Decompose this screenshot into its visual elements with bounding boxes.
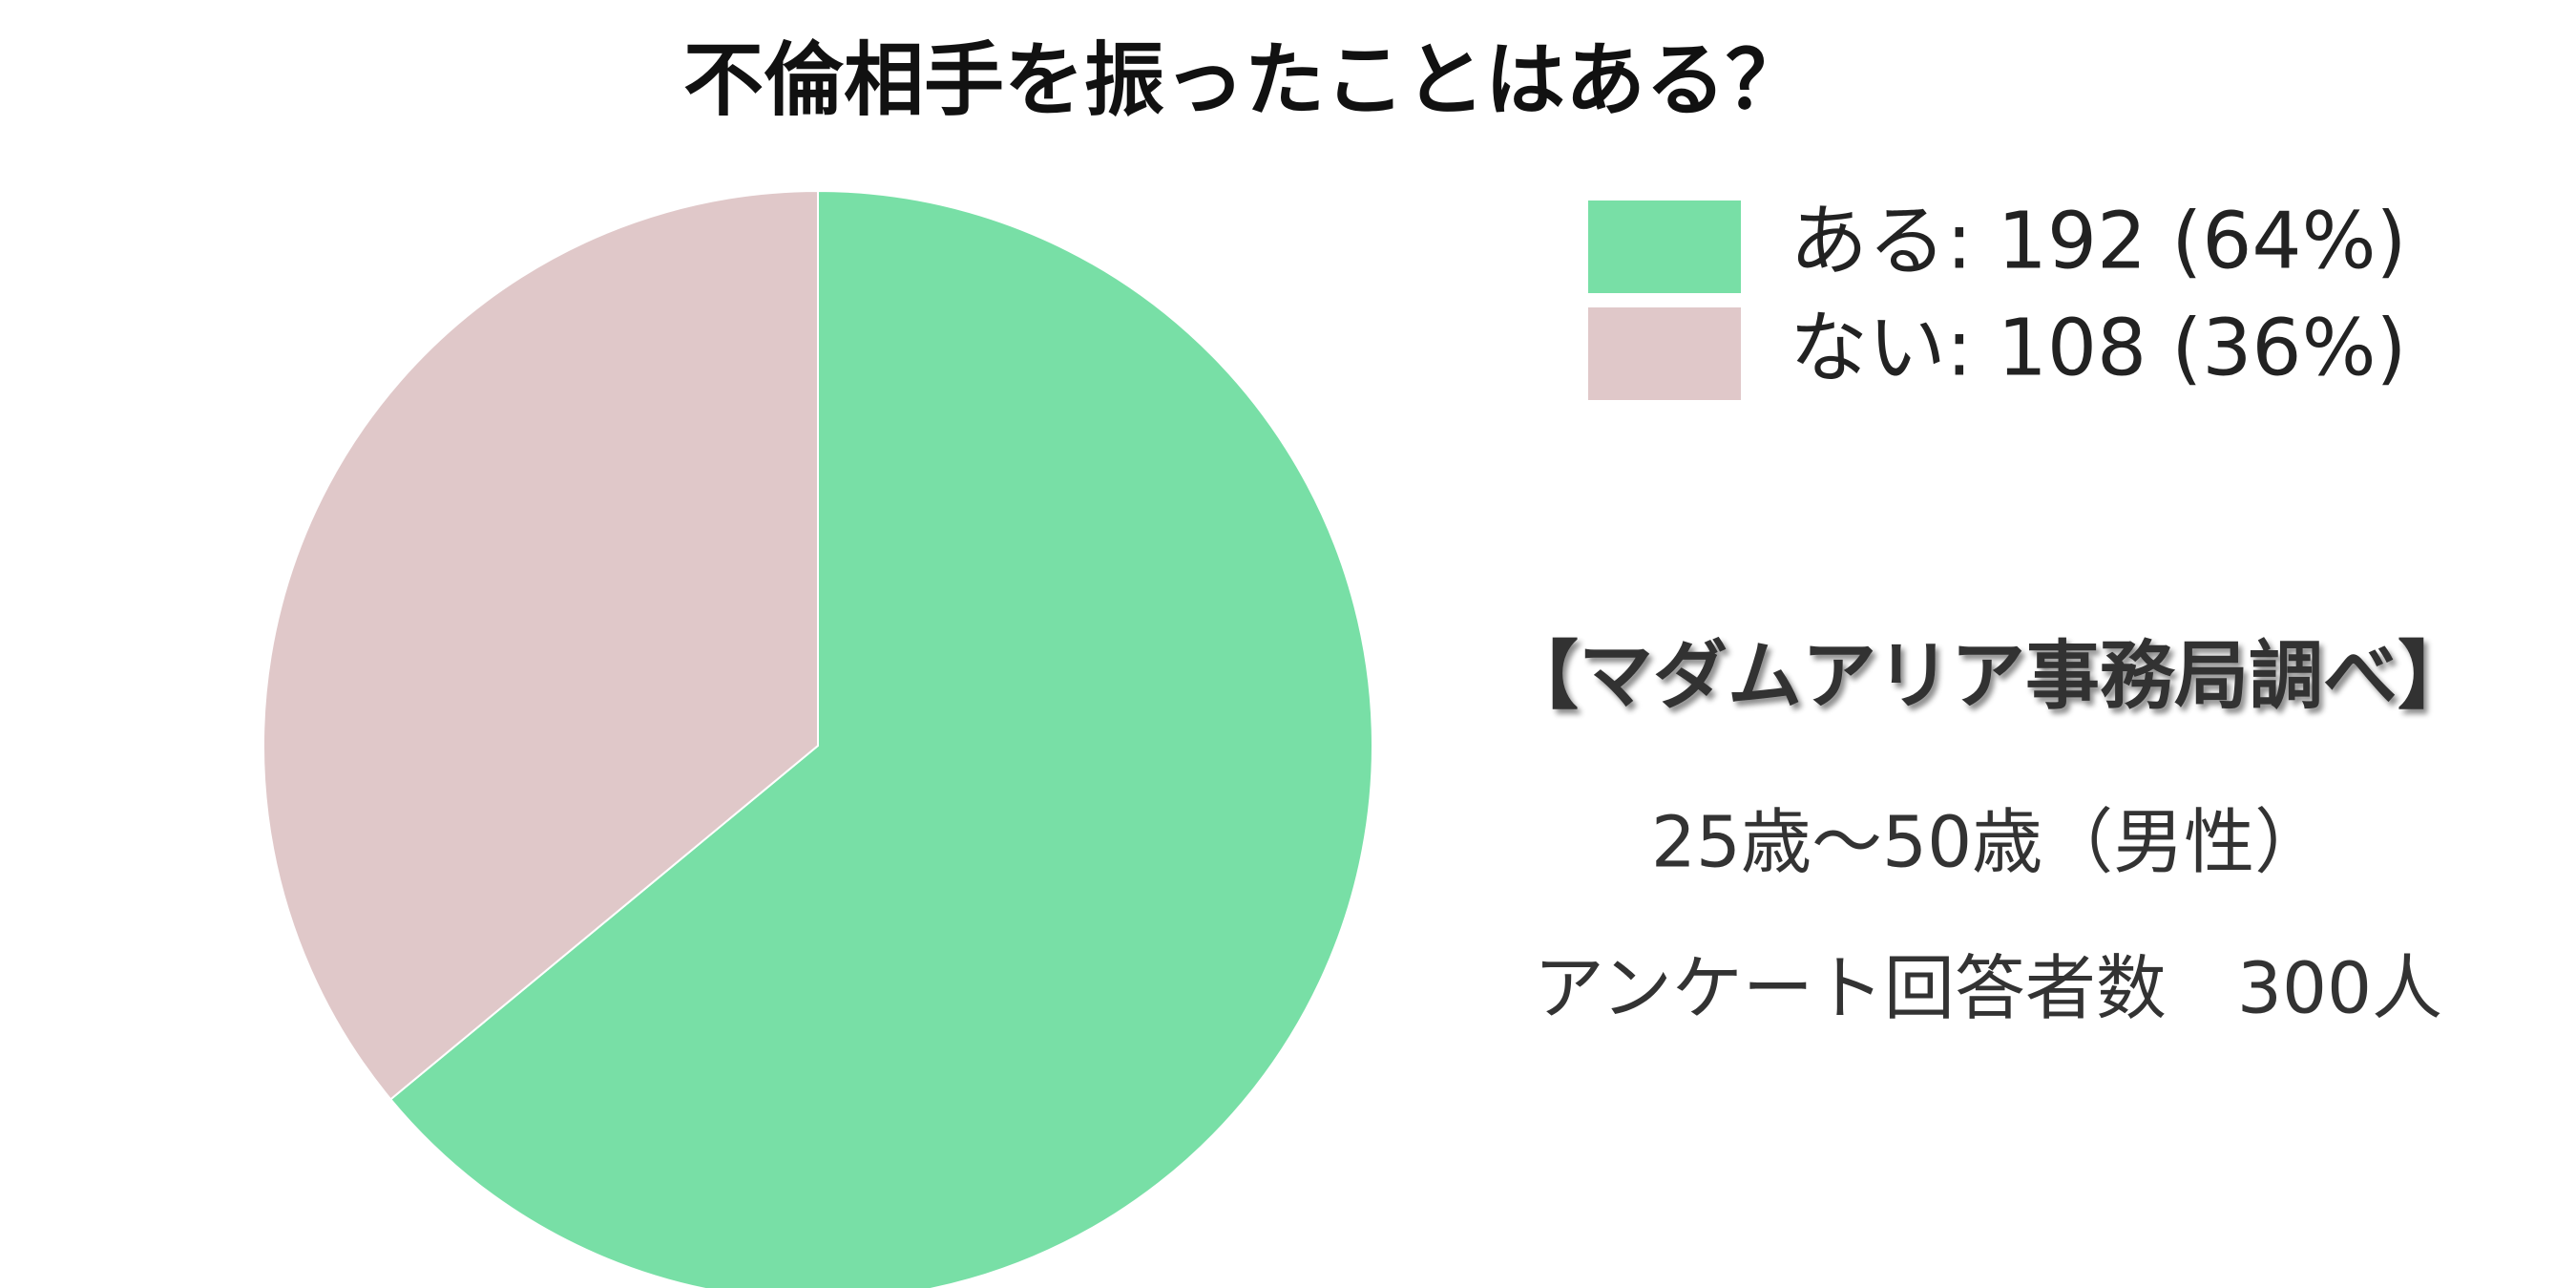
annotation: 25歳～50歳（男性） [1651,802,2325,884]
pie [262,189,1373,1288]
annotation: アンケート回答者数 300人 [1534,948,2442,1030]
legend-label: ある: 192 (64%) [1790,196,2407,286]
pie-slice [262,189,819,1101]
annotation: 【マダムアリア事務局調べ】 [1504,633,2472,719]
legend-swatch [1588,201,1741,293]
legend-swatch [1588,307,1741,400]
chart-title: 不倫相手を振ったことはある？ [683,33,1806,127]
legend-label: ない: 108 (36%) [1790,303,2407,393]
legend: ある: 192 (64%) ない: 108 (36%) [1588,196,2407,400]
pie-slice [388,189,1373,1288]
